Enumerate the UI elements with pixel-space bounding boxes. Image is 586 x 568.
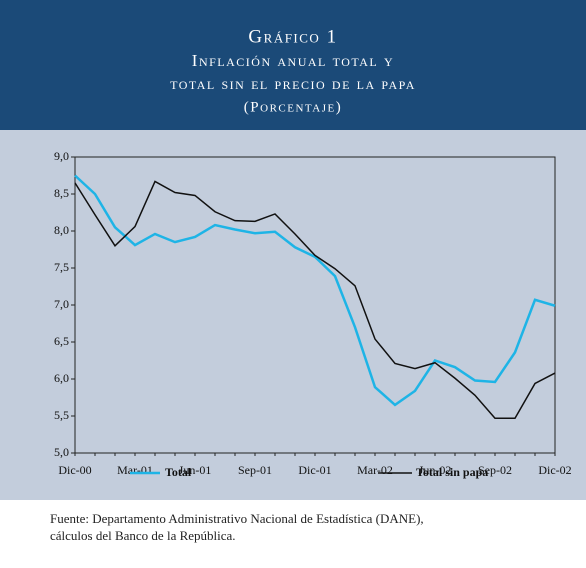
source-note: Fuente: Departamento Administrativo Naci…	[50, 511, 424, 526]
y-tick-label: 5,0	[54, 445, 69, 459]
chart-subtitle: total sin el precio de la papa	[170, 74, 416, 93]
y-tick-label: 8,5	[54, 186, 69, 200]
x-tick-label: Jun-02	[419, 463, 452, 477]
x-tick-label: Mar-02	[357, 463, 393, 477]
plot-area	[74, 156, 556, 454]
y-tick-label: 8,0	[54, 223, 69, 237]
legend-label: Total sin papa	[416, 465, 488, 479]
x-tick-label: Mar-01	[117, 463, 153, 477]
x-tick-label: Sep-01	[238, 463, 272, 477]
source-note: cálculos del Banco de la República.	[50, 528, 236, 543]
line-series	[74, 174, 556, 407]
unit-label: (Porcentaje)	[244, 99, 342, 115]
y-tick-label: 7,0	[54, 297, 69, 311]
y-tick-label: 6,5	[54, 334, 69, 348]
chart-subtitle: Inflación anual total y	[192, 51, 394, 70]
x-tick-label: Dic-00	[58, 463, 91, 477]
x-tick-label: Sep-02	[478, 463, 512, 477]
y-tick-label: 5,5	[54, 408, 69, 422]
line-series	[74, 180, 556, 419]
x-tick-label: Jun-01	[179, 463, 212, 477]
legend-label: Total	[165, 465, 192, 479]
x-tick-label: Dic-02	[538, 463, 571, 477]
x-tick-label: Dic-01	[298, 463, 331, 477]
y-tick-label: 7,5	[54, 260, 69, 274]
chart-title: Gráfico 1	[248, 26, 337, 47]
y-tick-label: 6,0	[54, 371, 69, 385]
y-tick-label: 9,0	[54, 149, 69, 163]
header-band	[0, 0, 586, 130]
